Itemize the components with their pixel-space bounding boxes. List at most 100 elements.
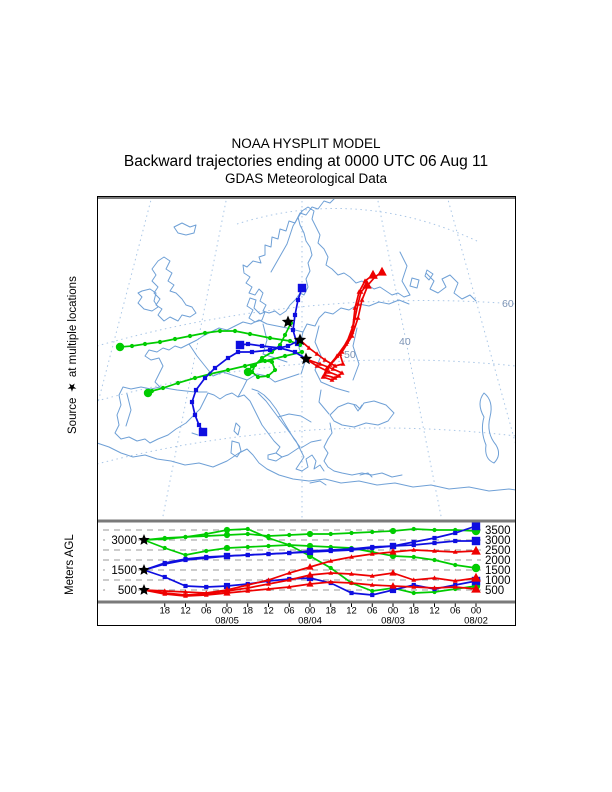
- height-marker: [453, 538, 458, 544]
- height-marker: [411, 577, 417, 582]
- profile-source-star: [138, 584, 150, 595]
- trajectory-marker: [160, 385, 166, 391]
- graticule-label: 60: [502, 298, 514, 310]
- trajectory-marker: [326, 369, 332, 374]
- height-marker: [328, 531, 333, 537]
- height-marker: [223, 544, 231, 552]
- trajectory-marker: [115, 342, 125, 352]
- height-marker: [287, 542, 292, 548]
- hour-label: 12: [346, 606, 357, 617]
- hour-label: 18: [159, 606, 170, 617]
- trajectory-marker: [330, 366, 336, 371]
- trajectory-marker: [217, 328, 223, 334]
- trajectory-marker: [142, 341, 148, 347]
- height-marker: [432, 585, 437, 590]
- height-marker: [183, 557, 188, 563]
- hour-label: 06: [450, 606, 461, 617]
- trajectory-marker: [332, 363, 338, 368]
- profile-series: [143, 521, 481, 598]
- height-marker: [245, 531, 250, 537]
- height-marker: [245, 544, 250, 550]
- height-marker: [452, 549, 458, 554]
- ytick-label-right: 2000: [485, 555, 511, 567]
- trajectory-marker: [129, 343, 135, 349]
- meters-agl-label: Meters AGL: [64, 534, 76, 596]
- height-marker: [266, 551, 271, 557]
- trajectory-marker: [287, 338, 293, 344]
- trajectory-path: [191, 339, 301, 433]
- figure-border: [97, 196, 516, 626]
- height-marker: [369, 551, 375, 556]
- height-marker: [453, 530, 458, 536]
- trajectory-marker: [267, 347, 273, 353]
- label-mask: [105, 584, 138, 596]
- height-marker: [411, 590, 416, 596]
- trajectory-marker: [285, 343, 291, 349]
- height-marker: [452, 584, 458, 589]
- trajectory-marker: [187, 333, 193, 339]
- height-marker: [328, 570, 334, 575]
- date-label: 08/03: [381, 616, 405, 627]
- trajectory-marker: [282, 332, 288, 338]
- height-marker: [369, 573, 375, 578]
- ytick-label-right: 1000: [485, 575, 511, 587]
- trajectory-marker: [359, 297, 365, 302]
- trajectory-marker: [189, 399, 195, 405]
- trajectory-marker: [343, 341, 349, 346]
- hour-label: 00: [471, 606, 482, 617]
- height-marker: [162, 591, 168, 596]
- hour-label: 06: [284, 606, 295, 617]
- trajectory-marker: [339, 370, 345, 375]
- ytick-label-right: 3500: [485, 525, 511, 537]
- height-marker: [411, 584, 417, 589]
- trajectory-marker: [292, 312, 298, 318]
- height-marker: [245, 585, 251, 590]
- height-marker: [349, 546, 354, 552]
- graticule-labels: 60 50 40: [344, 298, 514, 361]
- height-marker: [389, 542, 397, 550]
- height-marker: [162, 536, 167, 542]
- trajectory-marker: [242, 363, 248, 369]
- height-marker: [306, 580, 314, 587]
- height-marker: [389, 527, 397, 535]
- height-marker: [349, 554, 354, 559]
- height-marker: [286, 570, 292, 575]
- trajectory-marker: [314, 351, 320, 356]
- height-marker: [223, 526, 231, 534]
- height-marker: [328, 565, 333, 571]
- height-marker: [471, 572, 481, 582]
- ytick-label-right: 500: [485, 585, 504, 597]
- height-marker: [369, 582, 375, 587]
- hour-label: 12: [180, 606, 191, 617]
- trajectory-marker: [235, 349, 241, 355]
- hour-label: 06: [201, 606, 212, 617]
- height-marker: [306, 574, 314, 582]
- height-marker: [183, 593, 188, 598]
- hour-label: 12: [263, 606, 274, 617]
- trajectory-marker: [249, 363, 255, 369]
- trajectory-marker: [192, 375, 198, 381]
- height-marker: [245, 582, 251, 587]
- map-source-stars: [281, 315, 313, 365]
- height-marker: [349, 590, 354, 596]
- trajectory-marker: [212, 365, 218, 371]
- height-marker: [370, 529, 375, 535]
- source-star: [281, 315, 295, 328]
- date-label: 08/04: [298, 616, 322, 627]
- trajectory-marker: [349, 329, 355, 334]
- trajectory-marker: [193, 387, 199, 393]
- source-height-label: 1500: [111, 565, 137, 577]
- hour-label: 18: [242, 606, 253, 617]
- height-marker: [286, 577, 292, 582]
- trajectory-marker: [235, 340, 245, 350]
- height-marker: [432, 548, 437, 553]
- profile-left-labels: 3000 1500 500: [105, 534, 138, 597]
- trajectory-marker: [202, 330, 208, 336]
- trajectory-marker: [322, 357, 328, 362]
- trajectory-marker: [269, 359, 275, 365]
- trajectory-marker: [265, 373, 271, 379]
- hour-label: 12: [429, 606, 440, 617]
- label-mask: [105, 564, 138, 576]
